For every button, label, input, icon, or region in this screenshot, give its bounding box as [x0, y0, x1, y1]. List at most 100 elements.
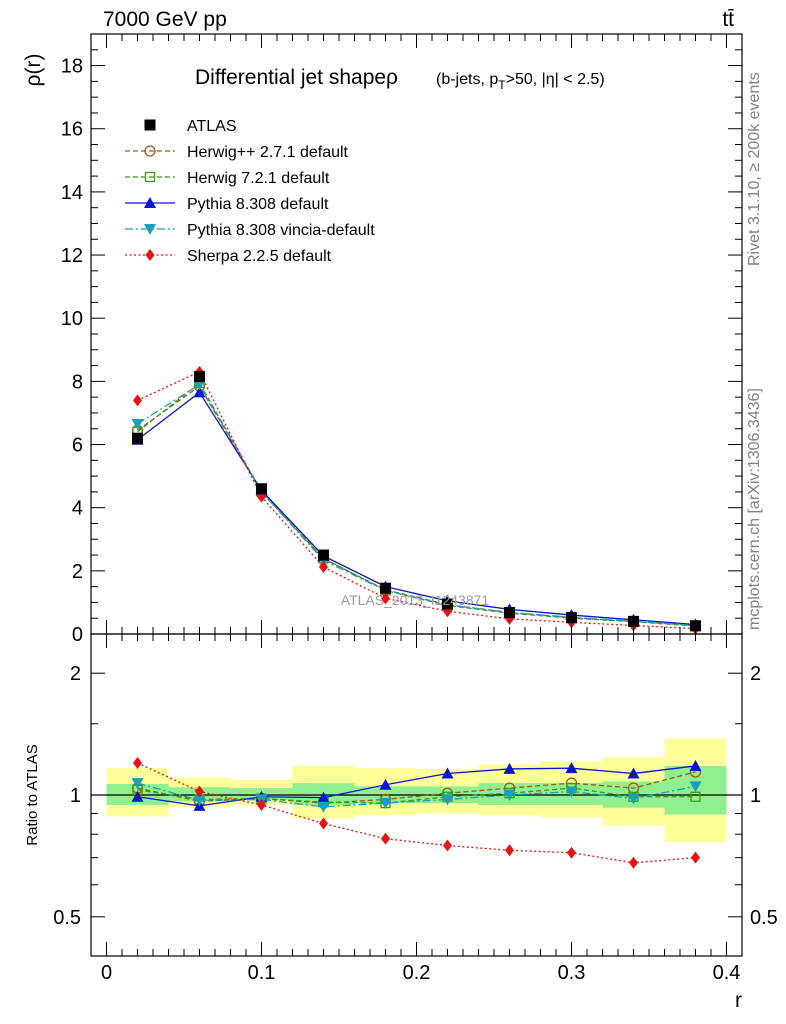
upper-atlas-point [256, 483, 267, 495]
upper-atlas-point [504, 607, 515, 619]
ratio-y-tick-label-right: 2 [750, 663, 761, 685]
upper-pythia-8-308-default-line [137, 391, 696, 626]
ratio-pythia-8-308-vincia-default-point [379, 798, 392, 810]
ratio-sherpa-2-2-5-default-point [443, 839, 452, 852]
x-tick-label: 0 [101, 962, 112, 984]
ratio-pythia-8-308-vincia-default-point [317, 801, 330, 813]
upper-atlas-point [628, 615, 639, 627]
upper-sherpa-2-2-5-default-point [381, 592, 390, 605]
legend: ATLAS Herwig++ 2.7.1 default Herwig 7.2.1 … [125, 118, 375, 265]
upper-sherpa-2-2-5-default-point [319, 561, 328, 574]
ratio-herwig-7-2-1-default-line [137, 787, 696, 804]
upper-pythia-8-308-default-point [193, 386, 206, 398]
legend-label: ATLAS [187, 118, 237, 135]
ratio-pythia-8-308-default-point [317, 791, 330, 803]
upper-pythia-8-308-vincia-default-point [131, 419, 144, 430]
upper-y-tick-label: 12 [61, 245, 83, 267]
legend-marker [144, 171, 156, 183]
upper-y-tick-label: 0 [72, 624, 83, 646]
x-tick-label: 0.1 [248, 962, 276, 984]
legend-marker [145, 249, 155, 261]
ratio-sherpa-2-2-5-default-point [691, 851, 700, 864]
upper-herwig-7-2-1-default-line [137, 381, 696, 627]
upper-pythia-8-308-vincia-default-line [137, 383, 696, 627]
legend-label: Pythia 8.308 default [187, 196, 329, 213]
ratio-pythia-8-308-default-point [627, 767, 640, 779]
ratio-pythia-8-308-vincia-default-point [131, 778, 144, 790]
watermark: ATLAS_2013_I1243871 [341, 592, 490, 608]
legend-label: Sherpa 2.2.5 default [187, 248, 332, 265]
ratio-sherpa-2-2-5-default-line [137, 762, 696, 864]
upper-atlas-point [318, 549, 329, 561]
ratio-sherpa-2-2-5-default-point [381, 832, 390, 845]
ratio-pythia-8-308-default-point [689, 759, 702, 771]
mcplots-source-label: mcplots.cern.ch [arXiv:1306.3436] [746, 388, 763, 630]
chart-title-sub-c: >50, |η| < 2.5) [506, 71, 605, 88]
legend-label: Herwig 7.2.1 default [187, 170, 330, 187]
legend-marker [144, 224, 156, 235]
upper-y-tick-label: 16 [61, 119, 83, 141]
ratio-pythia-8-308-vincia-default-point [627, 793, 640, 805]
ratio-sherpa-2-2-5-default-point [257, 798, 266, 811]
chart-title-sub: (b-jets, pT>50, |η| < 2.5) [436, 71, 605, 92]
ratio-pythia-8-308-default-point [131, 790, 144, 802]
ratio-y-tick-label: 1 [70, 785, 81, 807]
ratio-pythia-8-308-vincia-default-point [503, 790, 516, 801]
upper-atlas-point [690, 620, 701, 632]
x-tick-label: 0.4 [713, 962, 741, 984]
ratio-pythia-8-308-default-point [503, 762, 516, 774]
ratio-pythia-8-308-vincia-default-point [193, 795, 206, 807]
upper-atlas-point [380, 582, 391, 594]
ratio-sherpa-2-2-5-default-point [567, 846, 576, 859]
ratio-herwig-2-7-1-default-line [137, 771, 696, 804]
data-series [131, 365, 702, 869]
upper-sherpa-2-2-5-default-line [137, 371, 696, 630]
upper-y-tick-label: 18 [61, 56, 83, 78]
legend-marker [144, 119, 156, 131]
x-tick-label: 0.3 [558, 962, 586, 984]
legend-marker [144, 197, 156, 208]
upper-y-tick-label: 4 [72, 498, 83, 520]
ratio-pythia-8-308-vincia-default-point [689, 781, 702, 793]
upper-atlas-point [442, 598, 453, 610]
upper-y-tick-label: 2 [72, 561, 83, 583]
upper-y-tick-label: 10 [61, 308, 83, 330]
upper-y-tick-label: 14 [61, 182, 83, 204]
chart-title-main: Differential jet shapeρ [195, 66, 398, 89]
ratio-pythia-8-308-vincia-default-line [137, 782, 696, 808]
chart-title-sub-b: T [498, 78, 506, 92]
ratio-pythia-8-308-default-point [379, 778, 392, 790]
energy-label: 7000 GeV pp [103, 8, 227, 31]
ratio-y-tick-label: 2 [70, 663, 81, 685]
upper-y-tick-label: 6 [72, 435, 83, 457]
ratio-pythia-8-308-default-line [137, 765, 696, 807]
x-axis-label: r [735, 989, 742, 1012]
ratio-y-tick-label-right: 1 [750, 785, 761, 807]
ratio-y-tick-label: 0.5 [53, 907, 81, 929]
upper-sherpa-2-2-5-default-point [133, 394, 142, 407]
ratio-pythia-8-308-vincia-default-point [441, 794, 454, 806]
ratio-sherpa-2-2-5-default-point [629, 856, 638, 869]
upper-y-tick-label: 8 [72, 371, 83, 393]
legend-label: Pythia 8.308 vincia-default [187, 222, 375, 239]
chart-title-sub-a: (b-jets, p [436, 71, 498, 88]
ratio-herwig-2-7-1-default-point [627, 782, 640, 794]
upper-atlas-point [194, 371, 205, 383]
ratio-sherpa-2-2-5-default-point [505, 844, 514, 857]
ratio-pythia-8-308-vincia-default-point [565, 786, 578, 798]
ratio-y-axis-label: Ratio to ATLAS [24, 744, 41, 845]
x-tick-label: 0.2 [403, 962, 431, 984]
ratio-sherpa-2-2-5-default-point [133, 756, 142, 769]
rivet-version-label: Rivet 3.1.10, ≥ 200k events [746, 72, 763, 266]
upper-pythia-8-308-vincia-default-point [193, 379, 206, 391]
upper-atlas-point [132, 432, 143, 444]
legend-marker [144, 145, 156, 157]
ratio-pythia-8-308-default-point [565, 762, 578, 774]
ratio-pythia-8-308-default-point [441, 767, 454, 779]
upper-y-axis-label: ρ(r) [22, 54, 45, 87]
process-label: tt̄ [722, 8, 734, 31]
legend-label: Herwig++ 2.7.1 default [187, 144, 349, 161]
ratio-sherpa-2-2-5-default-point [319, 817, 328, 830]
